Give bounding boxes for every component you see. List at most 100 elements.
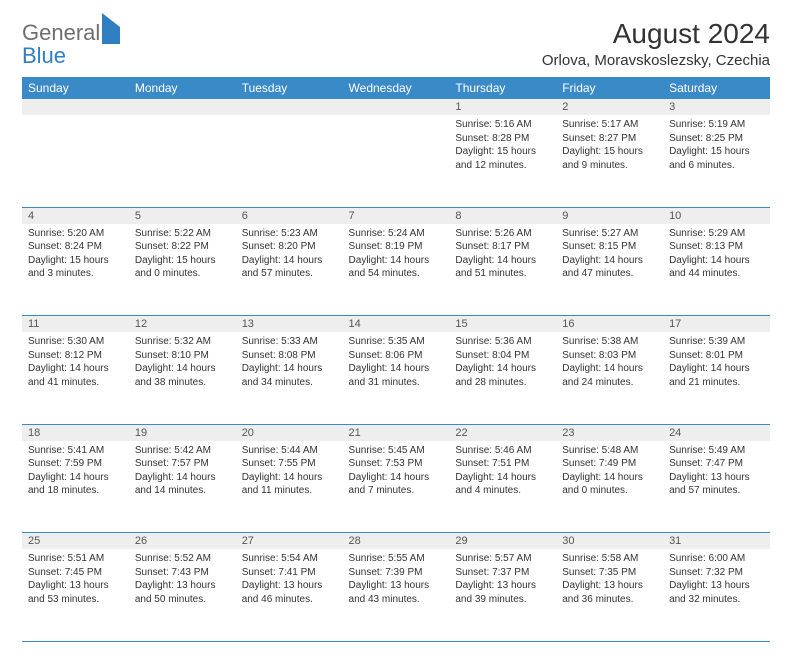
day-detail-line: Sunset: 8:19 PM (349, 240, 444, 254)
day-detail-line: Sunset: 8:25 PM (669, 132, 764, 146)
day-detail-line: Sunset: 7:32 PM (669, 566, 764, 580)
day-detail-line: Sunrise: 5:30 AM (28, 335, 123, 349)
day-detail-line: Sunrise: 5:32 AM (135, 335, 230, 349)
day-detail-line: Sunrise: 5:52 AM (135, 552, 230, 566)
day-detail-line: Sunrise: 5:46 AM (455, 444, 550, 458)
day-detail: Sunrise: 5:16 AMSunset: 8:28 PMDaylight:… (449, 115, 556, 176)
day-content-cell: Sunrise: 5:19 AMSunset: 8:25 PMDaylight:… (663, 115, 770, 207)
day-detail-line: Sunset: 8:28 PM (455, 132, 550, 146)
logo-text-1: General (22, 20, 100, 45)
day-content-cell: Sunrise: 5:58 AMSunset: 7:35 PMDaylight:… (556, 549, 663, 641)
day-content-cell: Sunrise: 5:30 AMSunset: 8:12 PMDaylight:… (22, 332, 129, 424)
day-detail-line: Sunset: 8:22 PM (135, 240, 230, 254)
day-content-cell: Sunrise: 5:39 AMSunset: 8:01 PMDaylight:… (663, 332, 770, 424)
day-number-cell: 21 (343, 424, 450, 441)
day-detail-line: Sunset: 7:41 PM (242, 566, 337, 580)
day-detail-line: Sunset: 7:49 PM (562, 457, 657, 471)
day-detail-line: Sunset: 7:57 PM (135, 457, 230, 471)
calendar-page: General Blue August 2024 Orlova, Moravsk… (0, 0, 792, 660)
day-number-cell: 24 (663, 424, 770, 441)
day-number-cell: 20 (236, 424, 343, 441)
day-detail-line: Sunrise: 5:49 AM (669, 444, 764, 458)
day-number-cell: 5 (129, 207, 236, 224)
day-detail: Sunrise: 5:41 AMSunset: 7:59 PMDaylight:… (22, 441, 129, 502)
day-content-cell: Sunrise: 5:24 AMSunset: 8:19 PMDaylight:… (343, 224, 450, 316)
day-detail-line: Daylight: 14 hours and 47 minutes. (562, 254, 657, 281)
day-content-cell: Sunrise: 5:49 AMSunset: 7:47 PMDaylight:… (663, 441, 770, 533)
day-detail-line: Daylight: 13 hours and 43 minutes. (349, 579, 444, 606)
day-detail: Sunrise: 5:51 AMSunset: 7:45 PMDaylight:… (22, 549, 129, 610)
day-detail: Sunrise: 5:19 AMSunset: 8:25 PMDaylight:… (663, 115, 770, 176)
day-detail-line: Sunrise: 5:39 AM (669, 335, 764, 349)
day-detail-line: Sunrise: 5:20 AM (28, 227, 123, 241)
day-number-cell: 10 (663, 207, 770, 224)
day-detail-line: Sunrise: 5:38 AM (562, 335, 657, 349)
day-detail-line: Sunrise: 5:36 AM (455, 335, 550, 349)
day-detail-line: Daylight: 14 hours and 11 minutes. (242, 471, 337, 498)
logo-text-2: Blue (22, 43, 66, 68)
page-header: General Blue August 2024 Orlova, Moravsk… (22, 18, 770, 69)
day-number-cell: 16 (556, 316, 663, 333)
day-detail: Sunrise: 5:32 AMSunset: 8:10 PMDaylight:… (129, 332, 236, 393)
day-content-row: Sunrise: 5:20 AMSunset: 8:24 PMDaylight:… (22, 224, 770, 316)
day-content-cell: Sunrise: 5:42 AMSunset: 7:57 PMDaylight:… (129, 441, 236, 533)
day-detail-line: Sunset: 8:13 PM (669, 240, 764, 254)
day-detail-line: Sunrise: 5:22 AM (135, 227, 230, 241)
day-number-cell: 25 (22, 533, 129, 550)
day-detail: Sunrise: 6:00 AMSunset: 7:32 PMDaylight:… (663, 549, 770, 610)
day-detail-line: Daylight: 14 hours and 54 minutes. (349, 254, 444, 281)
day-detail-line: Daylight: 14 hours and 4 minutes. (455, 471, 550, 498)
day-detail: Sunrise: 5:42 AMSunset: 7:57 PMDaylight:… (129, 441, 236, 502)
day-detail-line: Sunset: 8:04 PM (455, 349, 550, 363)
day-content-cell: Sunrise: 5:54 AMSunset: 7:41 PMDaylight:… (236, 549, 343, 641)
day-detail-line: Sunset: 7:59 PM (28, 457, 123, 471)
day-number-cell (22, 99, 129, 115)
day-number-cell: 11 (22, 316, 129, 333)
calendar-body: 123Sunrise: 5:16 AMSunset: 8:28 PMDaylig… (22, 99, 770, 641)
day-detail-line: Sunrise: 5:42 AM (135, 444, 230, 458)
day-number-cell: 23 (556, 424, 663, 441)
day-detail: Sunrise: 5:24 AMSunset: 8:19 PMDaylight:… (343, 224, 450, 285)
day-detail-line: Sunrise: 5:58 AM (562, 552, 657, 566)
day-number-cell: 22 (449, 424, 556, 441)
day-number-cell: 4 (22, 207, 129, 224)
day-detail-line: Sunset: 8:20 PM (242, 240, 337, 254)
day-detail-line: Sunset: 7:53 PM (349, 457, 444, 471)
day-detail: Sunrise: 5:44 AMSunset: 7:55 PMDaylight:… (236, 441, 343, 502)
day-detail-line: Daylight: 13 hours and 50 minutes. (135, 579, 230, 606)
day-detail-line: Sunset: 7:51 PM (455, 457, 550, 471)
day-number-cell: 12 (129, 316, 236, 333)
day-detail: Sunrise: 5:35 AMSunset: 8:06 PMDaylight:… (343, 332, 450, 393)
day-detail-line: Daylight: 13 hours and 39 minutes. (455, 579, 550, 606)
month-title: August 2024 (542, 18, 770, 50)
day-detail-line: Daylight: 14 hours and 57 minutes. (242, 254, 337, 281)
weekday-header: Thursday (449, 77, 556, 99)
day-content-cell: Sunrise: 5:29 AMSunset: 8:13 PMDaylight:… (663, 224, 770, 316)
day-detail: Sunrise: 5:58 AMSunset: 7:35 PMDaylight:… (556, 549, 663, 610)
day-content-cell: Sunrise: 5:52 AMSunset: 7:43 PMDaylight:… (129, 549, 236, 641)
day-detail: Sunrise: 5:36 AMSunset: 8:04 PMDaylight:… (449, 332, 556, 393)
day-detail-line: Daylight: 14 hours and 51 minutes. (455, 254, 550, 281)
day-content-cell: Sunrise: 5:23 AMSunset: 8:20 PMDaylight:… (236, 224, 343, 316)
day-detail (129, 115, 236, 122)
day-detail-line: Daylight: 13 hours and 46 minutes. (242, 579, 337, 606)
day-detail-line: Daylight: 13 hours and 36 minutes. (562, 579, 657, 606)
day-detail-line: Sunset: 8:10 PM (135, 349, 230, 363)
day-number-cell: 3 (663, 99, 770, 115)
day-content-cell: Sunrise: 5:26 AMSunset: 8:17 PMDaylight:… (449, 224, 556, 316)
day-number-cell: 30 (556, 533, 663, 550)
day-detail-line: Daylight: 14 hours and 24 minutes. (562, 362, 657, 389)
day-content-cell: Sunrise: 5:33 AMSunset: 8:08 PMDaylight:… (236, 332, 343, 424)
day-detail-line: Sunset: 7:39 PM (349, 566, 444, 580)
day-detail-line: Sunrise: 5:26 AM (455, 227, 550, 241)
day-detail-line: Sunrise: 5:16 AM (455, 118, 550, 132)
day-number-cell: 15 (449, 316, 556, 333)
location-label: Orlova, Moravskoslezsky, Czechia (542, 52, 770, 69)
daynum-row: 11121314151617 (22, 316, 770, 333)
day-detail-line: Daylight: 13 hours and 53 minutes. (28, 579, 123, 606)
day-content-cell: Sunrise: 5:41 AMSunset: 7:59 PMDaylight:… (22, 441, 129, 533)
day-number-cell: 13 (236, 316, 343, 333)
day-detail-line: Sunset: 8:01 PM (669, 349, 764, 363)
day-content-cell: Sunrise: 5:55 AMSunset: 7:39 PMDaylight:… (343, 549, 450, 641)
day-detail-line: Sunrise: 5:41 AM (28, 444, 123, 458)
